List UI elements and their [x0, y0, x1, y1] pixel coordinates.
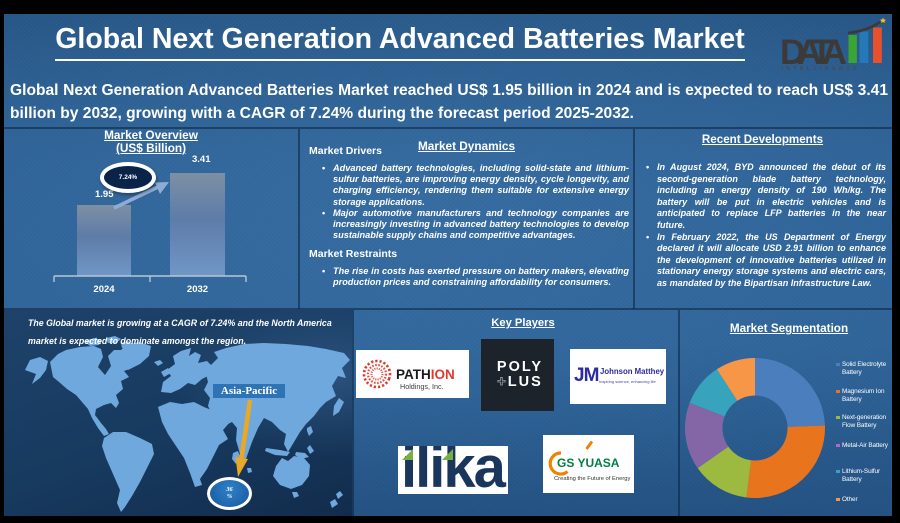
svg-text:DATA: DATA [780, 33, 847, 71]
svg-text:INTELLIGENCE: INTELLIGENCE [782, 66, 861, 71]
svg-text:PATHION: PATHION [396, 367, 455, 382]
svg-text:Holdings, Inc.: Holdings, Inc. [400, 382, 444, 391]
svg-text:GS YUASA: GS YUASA [557, 456, 620, 470]
svg-text:Creating the Future of Energy: Creating the Future of Energy [554, 476, 630, 482]
